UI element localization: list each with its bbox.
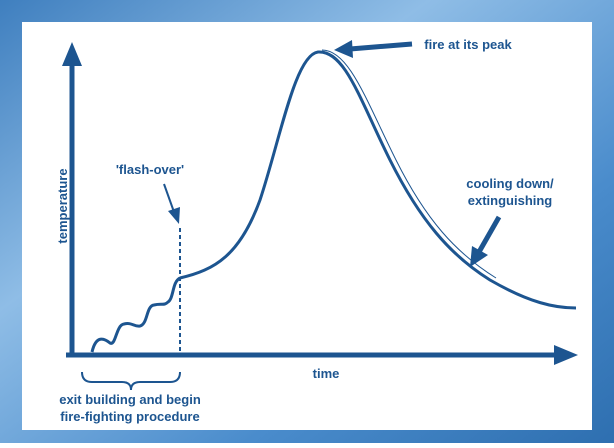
peak-arrowhead (334, 40, 353, 58)
panel (22, 22, 592, 430)
axes (66, 62, 560, 358)
flashover-arrowhead (168, 207, 180, 224)
flashover-arrow (163, 183, 175, 213)
fire-curve (179, 50, 577, 310)
procedure-label: fire-fighting procedure (60, 409, 199, 424)
cooling-arrowhead (470, 246, 488, 267)
y-arrowhead (62, 42, 82, 66)
pre-flashover-curve (90, 276, 181, 353)
procedure-brace (81, 371, 181, 391)
x-axis-label: time (313, 366, 340, 381)
cooling-arrow (476, 215, 502, 254)
x-arrowhead (554, 345, 578, 365)
y-axis-label: temperature (55, 168, 70, 243)
flashover-label: 'flash-over' (116, 162, 184, 177)
fire-curve-outline (321, 49, 497, 279)
procedure-label: exit building and begin (59, 392, 201, 407)
cooling-label: cooling down/ (466, 176, 554, 191)
peak-arrow (349, 41, 413, 52)
cooling-label: extinguishing (468, 193, 553, 208)
peak-label: fire at its peak (424, 37, 512, 52)
